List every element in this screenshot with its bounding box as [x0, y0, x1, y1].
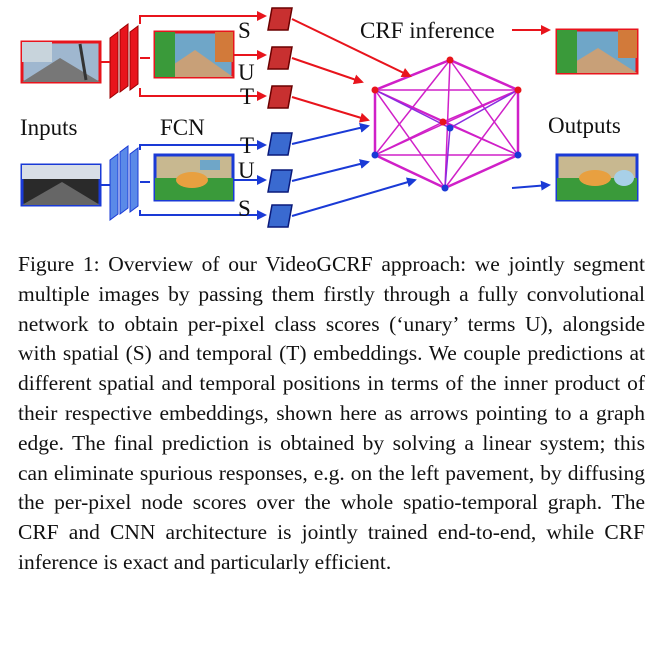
- top-stack-label-1: U: [238, 60, 255, 85]
- bottom-stack-label-1: U: [238, 158, 255, 183]
- top-embedding-boxes: [267, 7, 293, 109]
- top-segmentation-map: [153, 30, 235, 79]
- videogcrf-overview-figure: S U T T U S: [20, 7, 639, 228]
- bottom-embedding-boxes: [267, 132, 293, 228]
- bottom-segmentation-map: [153, 153, 235, 202]
- bottom-fcn-block: [109, 145, 139, 221]
- top-stack-label-2: T: [240, 84, 254, 109]
- crf-graph-nodes: [371, 56, 522, 192]
- crf-inference-label: CRF inference: [360, 18, 495, 43]
- top-fcn-block: [109, 23, 139, 99]
- outputs-label: Outputs: [548, 113, 621, 138]
- figure-caption: Figure 1: Overview of our VideoGCRF appr…: [18, 252, 645, 574]
- bottom-stack-label-2: S: [238, 196, 251, 221]
- bottom-input-frame: [20, 163, 102, 207]
- crf-graph-inner: [374, 89, 519, 189]
- top-stack-label-0: S: [238, 18, 251, 43]
- top-output-map: [555, 28, 639, 75]
- bottom-output-map: [555, 153, 639, 202]
- bottom-stack-label-0: T: [240, 133, 254, 158]
- inputs-label: Inputs: [20, 115, 78, 140]
- top-input-frame: [20, 40, 102, 84]
- fcn-label: FCN: [160, 115, 205, 140]
- crf-graph: [373, 58, 520, 190]
